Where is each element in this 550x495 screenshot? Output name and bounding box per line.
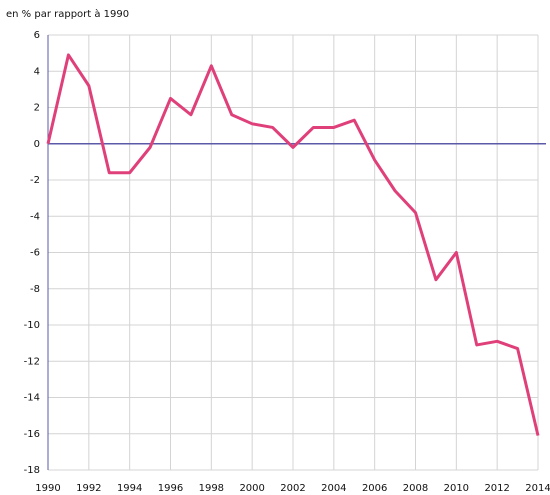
y-tick-label: 6 — [34, 30, 40, 41]
y-tick-label: -12 — [24, 356, 40, 367]
y-tick-label: 2 — [34, 103, 40, 114]
x-tick-label: 1990 — [35, 483, 60, 494]
y-tick-label: -8 — [30, 284, 40, 295]
x-tick-label: 2002 — [280, 483, 305, 494]
x-tick-label: 1992 — [76, 483, 101, 494]
y-tick-label: -14 — [24, 393, 40, 404]
x-tick-label: 1994 — [117, 483, 142, 494]
y-tick-label: 4 — [34, 66, 40, 77]
x-tick-label: 2006 — [362, 483, 387, 494]
y-tick-label: -10 — [24, 320, 40, 331]
x-tick-label: 2008 — [403, 483, 428, 494]
x-tick-label: 1996 — [158, 483, 183, 494]
x-tick-label: 2010 — [444, 483, 469, 494]
x-tick-label: 2000 — [239, 483, 264, 494]
y-tick-label: -4 — [30, 211, 40, 222]
y-tick-label: -6 — [30, 248, 40, 259]
y-tick-label: -16 — [24, 429, 40, 440]
y-tick-label: -2 — [30, 175, 40, 186]
x-tick-label: 2014 — [525, 483, 550, 494]
y-tick-label: -18 — [24, 465, 40, 476]
chart-title: en % par rapport à 1990 — [6, 8, 129, 20]
x-tick-label: 2004 — [321, 483, 346, 494]
x-tick-label: 1998 — [199, 483, 224, 494]
y-tick-label: 0 — [34, 139, 40, 150]
data-line — [46, 53, 540, 436]
x-tick-label: 2012 — [484, 483, 509, 494]
